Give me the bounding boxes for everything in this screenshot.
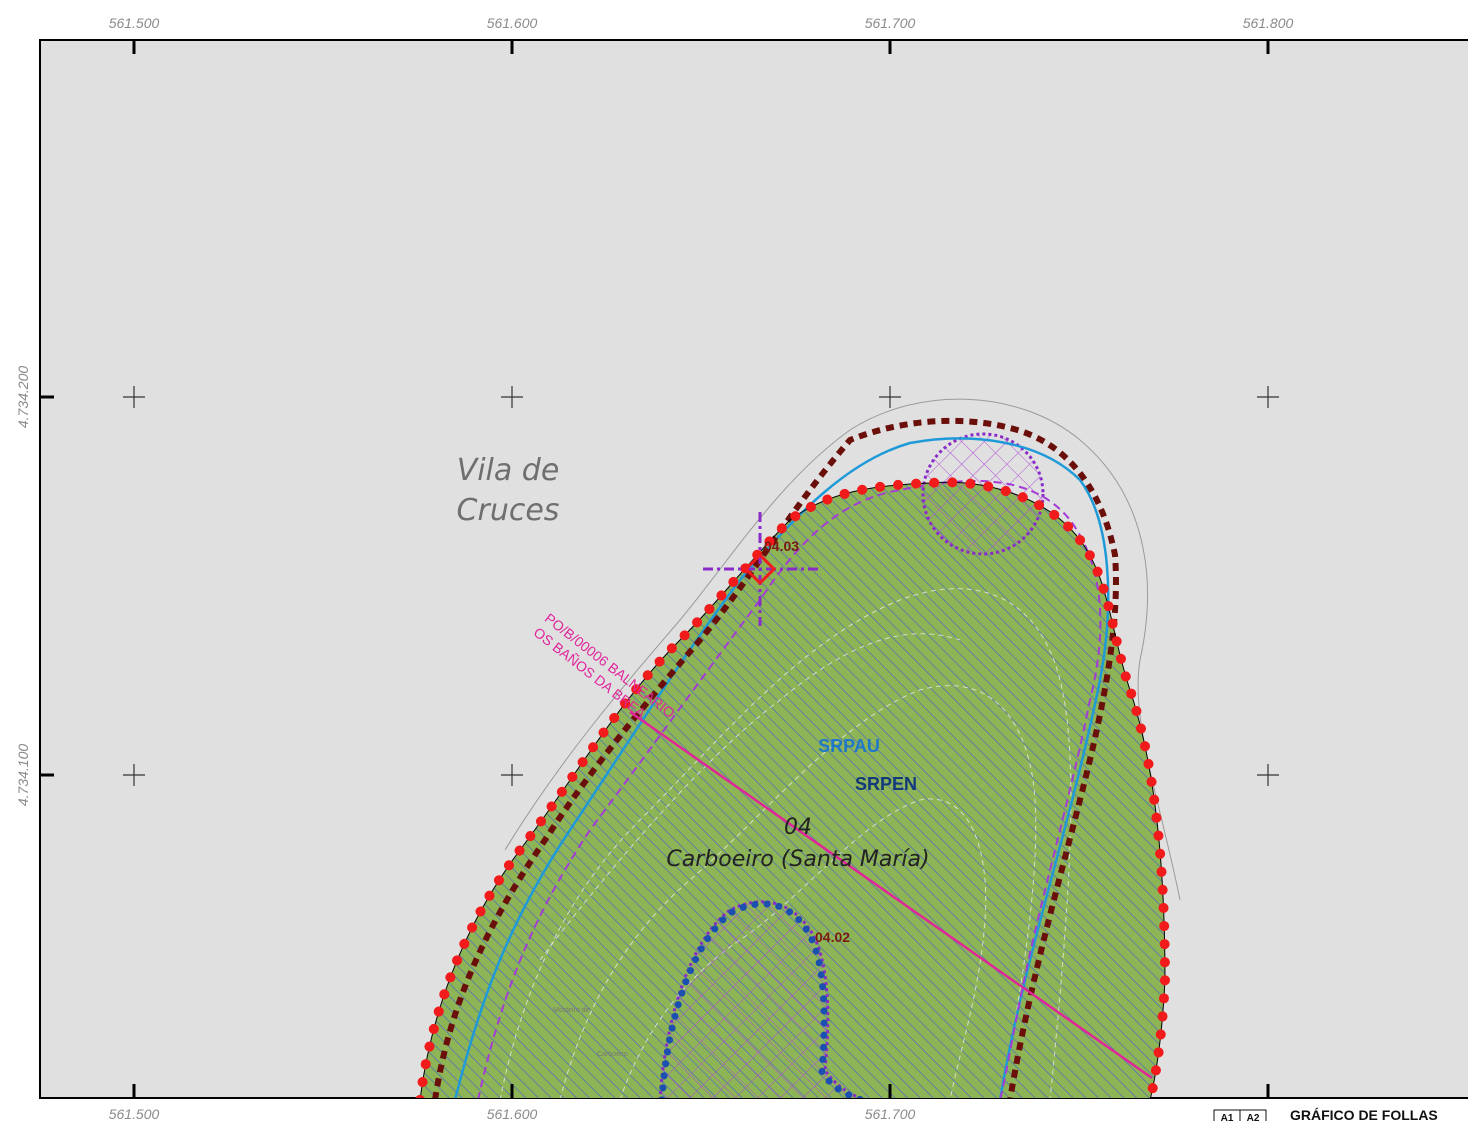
grid-crosses xyxy=(123,386,1279,786)
srpen-zone-area xyxy=(420,482,1165,1098)
frame-ticks xyxy=(40,40,1270,1098)
protected-oval-bottom xyxy=(658,900,864,1098)
place-name-line-1: Vila de xyxy=(457,453,560,488)
northing-label-2: 4.734.100 xyxy=(15,744,31,806)
sheet-a2: A2 xyxy=(1247,1113,1260,1121)
easting-label-bottom-3: 561.700 xyxy=(865,1106,916,1121)
red-diamond-marker xyxy=(743,552,777,586)
subzone-label-0403: 04.03 xyxy=(764,538,799,554)
srpau-label: SRPAU xyxy=(818,736,880,756)
faint-label-1: Mosteiro de xyxy=(553,1007,590,1014)
easting-label-top-2: 561.600 xyxy=(487,15,538,31)
easting-label-top-1: 561.500 xyxy=(109,15,160,31)
blue-dot-boundary xyxy=(658,900,865,1098)
srpen-label: SRPEN xyxy=(855,774,917,794)
outer-contour-line xyxy=(504,398,1181,901)
easting-label-top-3: 561.700 xyxy=(865,15,916,31)
parish-name: Carboeiro (Santa María) xyxy=(666,847,929,872)
protected-circle-top xyxy=(921,432,1045,556)
easting-label-top-4: 561.800 xyxy=(1243,15,1294,31)
red-dot-markers xyxy=(415,477,1171,1098)
legend-title: GRÁFICO DE FOLLAS xyxy=(1290,1107,1438,1121)
faint-label-2: Carboeiro xyxy=(597,1051,628,1058)
parish-number: 04 xyxy=(784,815,812,840)
place-name-line-2: Cruces xyxy=(457,493,560,528)
northing-label-1: 4.734.200 xyxy=(15,366,31,428)
srpau-boundary xyxy=(454,437,1110,1098)
heritage-site-marker xyxy=(703,512,818,626)
sheet-a1: A1 xyxy=(1221,1113,1234,1121)
brown-dashed-boundary xyxy=(432,417,1119,1098)
subzone-label-0402: 04.02 xyxy=(815,929,850,945)
sheet-index: A1 A2 xyxy=(1213,1109,1267,1121)
easting-label-bottom-2: 561.600 xyxy=(487,1106,538,1121)
easting-label-bottom-1: 561.500 xyxy=(109,1106,160,1121)
heritage-protection-line xyxy=(629,710,1153,1080)
